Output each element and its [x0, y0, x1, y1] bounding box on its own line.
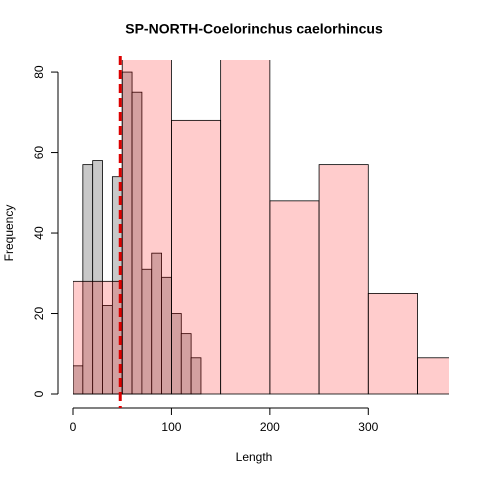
y-axis-label: Frequency: [2, 205, 16, 262]
histogram-bar: [269, 200, 320, 395]
histogram-bar: [171, 119, 222, 395]
histogram-bar: [417, 357, 449, 395]
x-tick-label: 300: [358, 420, 378, 434]
x-axis-label: Length: [236, 450, 273, 464]
histogram-bar: [318, 164, 369, 395]
histogram-bar: [220, 60, 271, 395]
y-tick-label: 80: [32, 65, 46, 79]
y-tick-label: 20: [32, 307, 46, 321]
x-tick-label: 0: [70, 420, 77, 434]
histogram-bar: [73, 280, 123, 395]
histogram-bar: [367, 292, 418, 395]
plot-area: [73, 60, 449, 395]
x-tick-label: 100: [161, 420, 181, 434]
y-tick-label: 0: [32, 390, 46, 397]
x-tick-label: 200: [260, 420, 280, 434]
y-tick-label: 40: [32, 226, 46, 240]
chart-title: SP-NORTH-Coelorinchus caelorhincus: [125, 21, 383, 37]
histogram-bar: [121, 60, 172, 395]
y-tick-label: 60: [32, 146, 46, 160]
